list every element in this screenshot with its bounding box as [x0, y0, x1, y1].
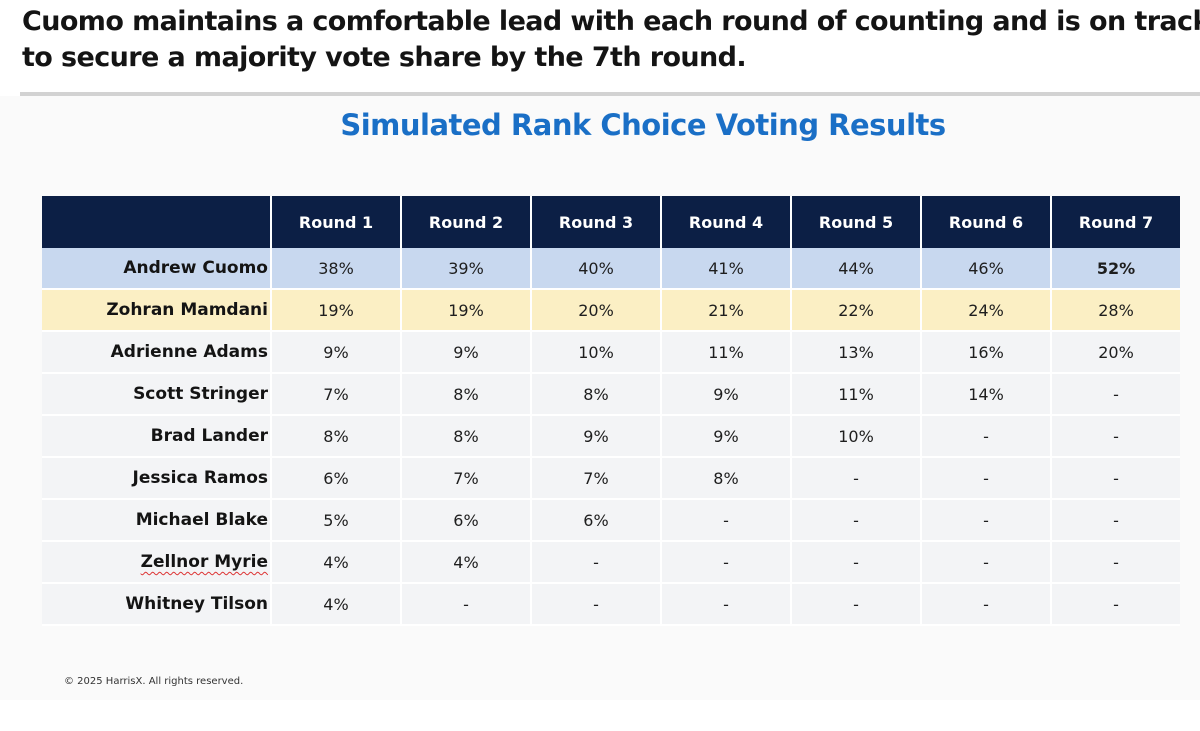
table-cell: -	[920, 542, 1050, 584]
table-cell: -	[660, 500, 790, 542]
table-cell: -	[790, 584, 920, 626]
candidate-name: Adrienne Adams	[42, 332, 270, 374]
table-row: Jessica Ramos 6% 7% 7% 8% - - -	[42, 458, 1180, 500]
header-row: Round 1 Round 2 Round 3 Round 4 Round 5 …	[42, 196, 1180, 248]
column-header: Round 6	[920, 196, 1050, 248]
table-cell: 8%	[400, 416, 530, 458]
column-header: Round 7	[1050, 196, 1180, 248]
table-cell: 28%	[1050, 290, 1180, 332]
table-cell: -	[530, 542, 660, 584]
table-cell: -	[660, 584, 790, 626]
headline: Cuomo maintains a comfortable lead with …	[22, 4, 1200, 76]
table-cell: 19%	[270, 290, 400, 332]
table-cell: -	[1050, 458, 1180, 500]
table-cell: -	[1050, 374, 1180, 416]
candidate-name: Zellnor Myrie	[42, 542, 270, 584]
table-cell: -	[400, 584, 530, 626]
headline-line-2: to secure a majority vote share by the 7…	[22, 42, 747, 73]
candidate-name: Whitney Tilson	[42, 584, 270, 626]
majority-cell: 52%	[1050, 248, 1180, 290]
column-header: Round 1	[270, 196, 400, 248]
table-cell: 9%	[270, 332, 400, 374]
column-header: Round 2	[400, 196, 530, 248]
table-cell: 21%	[660, 290, 790, 332]
candidate-name: Scott Stringer	[42, 374, 270, 416]
table-cell: 4%	[400, 542, 530, 584]
table-cell: 9%	[530, 416, 660, 458]
table-cell: 22%	[790, 290, 920, 332]
column-header: Round 3	[530, 196, 660, 248]
table-row: Scott Stringer 7% 8% 8% 9% 11% 14% -	[42, 374, 1180, 416]
table-cell: 7%	[270, 374, 400, 416]
table-cell: -	[660, 542, 790, 584]
table-cell: 4%	[270, 542, 400, 584]
table-cell: 8%	[400, 374, 530, 416]
table-cell: -	[790, 542, 920, 584]
table-cell: 44%	[790, 248, 920, 290]
table-cell: 9%	[660, 374, 790, 416]
table-cell: -	[1050, 500, 1180, 542]
table-cell: 19%	[400, 290, 530, 332]
table-cell: -	[920, 416, 1050, 458]
column-header: Round 5	[790, 196, 920, 248]
results-table: Round 1 Round 2 Round 3 Round 4 Round 5 …	[42, 196, 1180, 626]
table-cell: 39%	[400, 248, 530, 290]
table-cell: 5%	[270, 500, 400, 542]
table-cell: 9%	[400, 332, 530, 374]
headline-line-1: Cuomo maintains a comfortable lead with …	[22, 6, 1200, 37]
candidate-name: Michael Blake	[42, 500, 270, 542]
candidate-name: Andrew Cuomo	[42, 248, 270, 290]
table-row: Zohran Mamdani 19% 19% 20% 21% 22% 24% 2…	[42, 290, 1180, 332]
table-cell: 8%	[530, 374, 660, 416]
table-cell: 11%	[660, 332, 790, 374]
table-cell: 24%	[920, 290, 1050, 332]
table-cell: 9%	[660, 416, 790, 458]
candidate-name: Brad Lander	[42, 416, 270, 458]
table-cell: 8%	[660, 458, 790, 500]
table-row: Michael Blake 5% 6% 6% - - - -	[42, 500, 1180, 542]
table-cell: 7%	[530, 458, 660, 500]
table-cell: -	[1050, 542, 1180, 584]
table-cell: -	[1050, 416, 1180, 458]
table-cell: 10%	[530, 332, 660, 374]
header-corner-cell	[42, 196, 270, 248]
table-row: Zellnor Myrie 4% 4% - - - - -	[42, 542, 1180, 584]
table-cell: 6%	[270, 458, 400, 500]
table-cell: -	[1050, 584, 1180, 626]
table-row: Andrew Cuomo 38% 39% 40% 41% 44% 46% 52%	[42, 248, 1180, 290]
table-cell: 13%	[790, 332, 920, 374]
table-cell: 7%	[400, 458, 530, 500]
table-cell: 14%	[920, 374, 1050, 416]
table-cell: -	[530, 584, 660, 626]
table-cell: 38%	[270, 248, 400, 290]
table-cell: -	[790, 458, 920, 500]
table-cell: -	[920, 584, 1050, 626]
table-cell: -	[790, 500, 920, 542]
column-header: Round 4	[660, 196, 790, 248]
table-cell: 6%	[400, 500, 530, 542]
table-cell: 10%	[790, 416, 920, 458]
table-title: Simulated Rank Choice Voting Results	[340, 108, 946, 142]
table-row: Adrienne Adams 9% 9% 10% 11% 13% 16% 20%	[42, 332, 1180, 374]
table-row: Whitney Tilson 4% - - - - - -	[42, 584, 1180, 626]
table-cell: -	[920, 500, 1050, 542]
table-cell: 8%	[270, 416, 400, 458]
table-cell: 20%	[530, 290, 660, 332]
table-cell: 46%	[920, 248, 1050, 290]
candidate-name: Jessica Ramos	[42, 458, 270, 500]
table-cell: -	[920, 458, 1050, 500]
headline-divider	[20, 92, 1200, 96]
table-row: Brad Lander 8% 8% 9% 9% 10% - -	[42, 416, 1180, 458]
table-cell: 16%	[920, 332, 1050, 374]
table-cell: 41%	[660, 248, 790, 290]
table-cell: 6%	[530, 500, 660, 542]
candidate-name-text: Zellnor Myrie	[140, 552, 268, 572]
table-cell: 4%	[270, 584, 400, 626]
table-cell: 11%	[790, 374, 920, 416]
table-cell: 20%	[1050, 332, 1180, 374]
copyright-notice: © 2025 HarrisX. All rights reserved.	[64, 676, 244, 687]
table-cell: 40%	[530, 248, 660, 290]
candidate-name: Zohran Mamdani	[42, 290, 270, 332]
